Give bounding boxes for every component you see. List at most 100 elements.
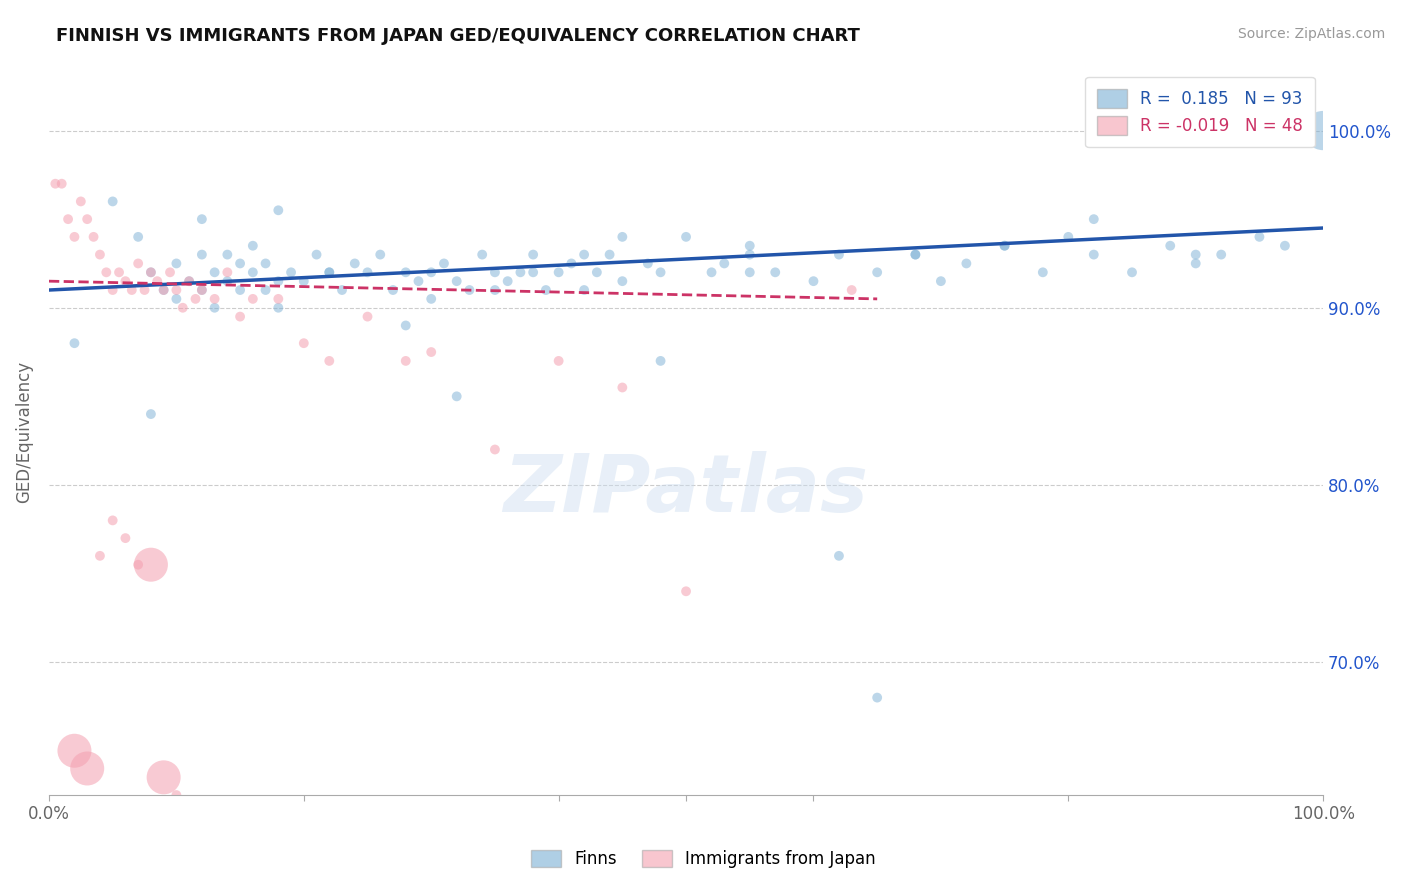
Point (139, 265, 162, 279)
Point (318, 265, 340, 279)
Point (63, 230, 86, 244)
Text: ZIPatlas: ZIPatlas (503, 451, 869, 529)
Point (356, 310, 378, 324)
Point (408, 274, 430, 288)
Point (318, 354, 340, 368)
Point (866, 690, 889, 705)
Point (343, 256, 366, 270)
Point (76, 762, 98, 776)
Point (433, 256, 456, 270)
Point (152, 770, 174, 784)
Point (904, 247, 927, 261)
Point (69, 194, 91, 209)
Point (560, 256, 582, 270)
Point (650, 265, 672, 279)
Point (446, 274, 468, 288)
Point (101, 194, 124, 209)
Point (522, 265, 544, 279)
Point (866, 265, 889, 279)
Point (191, 283, 214, 297)
Point (828, 247, 851, 261)
Point (56, 212, 79, 227)
Point (1121, 265, 1143, 279)
Point (242, 265, 264, 279)
Point (305, 247, 328, 261)
Point (121, 283, 143, 297)
Point (267, 301, 290, 315)
Point (509, 265, 531, 279)
Point (650, 354, 672, 368)
Point (382, 283, 405, 297)
Point (267, 292, 290, 306)
Point (763, 265, 786, 279)
Point (101, 513, 124, 527)
Point (1159, 238, 1181, 252)
Point (217, 274, 239, 288)
Point (547, 354, 569, 368)
Point (44, 177, 66, 191)
Point (191, 212, 214, 227)
Point (446, 389, 468, 403)
Point (165, 292, 187, 306)
Point (700, 265, 723, 279)
Point (803, 274, 825, 288)
Point (1032, 265, 1054, 279)
Point (738, 238, 761, 252)
Point (484, 265, 506, 279)
Y-axis label: GED/Equivalency: GED/Equivalency (15, 360, 32, 503)
Point (127, 558, 149, 572)
Point (612, 230, 634, 244)
Point (534, 283, 557, 297)
Point (1312, 123, 1334, 137)
Point (738, 265, 761, 279)
Point (420, 292, 443, 306)
Point (522, 247, 544, 261)
Point (1274, 238, 1296, 252)
Point (89, 549, 111, 563)
Point (134, 283, 156, 297)
Point (572, 247, 595, 261)
Legend: R =  0.185   N = 93, R = -0.019   N = 48: R = 0.185 N = 93, R = -0.019 N = 48 (1085, 77, 1315, 147)
Point (139, 265, 162, 279)
Point (280, 265, 302, 279)
Point (1184, 247, 1206, 261)
Point (1083, 247, 1105, 261)
Point (994, 238, 1017, 252)
Point (292, 274, 315, 288)
Point (586, 265, 609, 279)
Point (76, 212, 98, 227)
Point (612, 380, 634, 394)
Point (152, 283, 174, 297)
Point (356, 265, 378, 279)
Point (496, 274, 519, 288)
Point (229, 310, 252, 324)
Point (292, 336, 315, 351)
Text: Source: ZipAtlas.com: Source: ZipAtlas.com (1237, 27, 1385, 41)
Point (458, 283, 481, 297)
Point (599, 247, 621, 261)
Point (89, 247, 111, 261)
Point (229, 283, 252, 297)
Point (395, 265, 418, 279)
Point (114, 531, 136, 545)
Point (254, 256, 277, 270)
Point (254, 283, 277, 297)
Point (828, 549, 851, 563)
Point (101, 283, 124, 297)
Point (217, 247, 239, 261)
Point (165, 788, 187, 802)
Point (484, 442, 506, 457)
Point (139, 407, 162, 421)
Point (420, 265, 443, 279)
Point (929, 274, 952, 288)
Point (204, 292, 226, 306)
Point (1184, 256, 1206, 270)
Point (318, 265, 340, 279)
Point (114, 274, 136, 288)
Point (108, 265, 131, 279)
Point (96, 265, 118, 279)
Point (1083, 212, 1105, 227)
Point (471, 247, 494, 261)
Point (675, 230, 697, 244)
Point (267, 274, 290, 288)
